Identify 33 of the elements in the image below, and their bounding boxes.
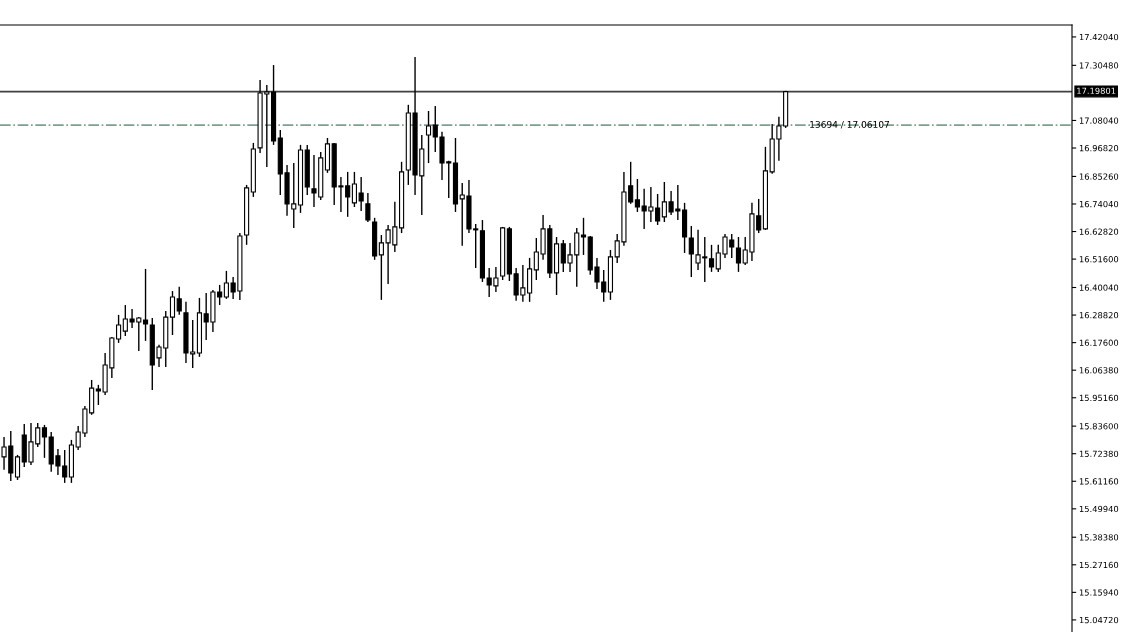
y-tick-label: 15.15940 [1079,589,1119,596]
y-tick-label: 16.40040 [1079,284,1119,291]
candlestick [735,236,742,273]
ref-line-label: 17.19801 [1077,87,1116,94]
y-tick-label: 17.08040 [1079,117,1119,124]
candlestick [142,268,149,342]
y-tick-label: 16.17600 [1079,339,1119,346]
y-tick-label: 15.83600 [1079,423,1119,430]
y-tick-label: 17.30480 [1079,62,1119,69]
y-tick-label: 16.06380 [1079,367,1119,374]
y-tick-label: 17.42040 [1079,33,1119,41]
candlestick [14,454,21,481]
y-tick-label: 15.95160 [1079,394,1119,402]
y-tick-label: 15.49940 [1079,505,1119,513]
y-tick-label: 16.28820 [1079,312,1119,319]
y-tick-label: 16.96820 [1079,145,1119,152]
candlestick [41,424,48,459]
candlestick [365,192,371,223]
y-tick-label: 15.27160 [1079,561,1119,569]
y-tick-label: 15.38380 [1079,534,1119,541]
y-tick-label: 16.51600 [1079,256,1119,263]
ref-line-label: 13694 / 17.06107 [810,121,890,129]
candlestick [425,110,432,164]
y-tick-label: 15.72380 [1079,450,1119,457]
y-tick-label: 16.62820 [1079,228,1119,235]
y-tick-label: 16.85260 [1079,173,1119,180]
y-tick-label: 15.61160 [1079,478,1119,485]
y-tick-label: 15.04720 [1079,616,1119,624]
y-tick-label: 16.74040 [1079,200,1119,208]
candlestick [580,217,587,256]
candlestick [169,290,176,336]
candlestick [176,286,182,316]
candlestick [708,244,715,273]
